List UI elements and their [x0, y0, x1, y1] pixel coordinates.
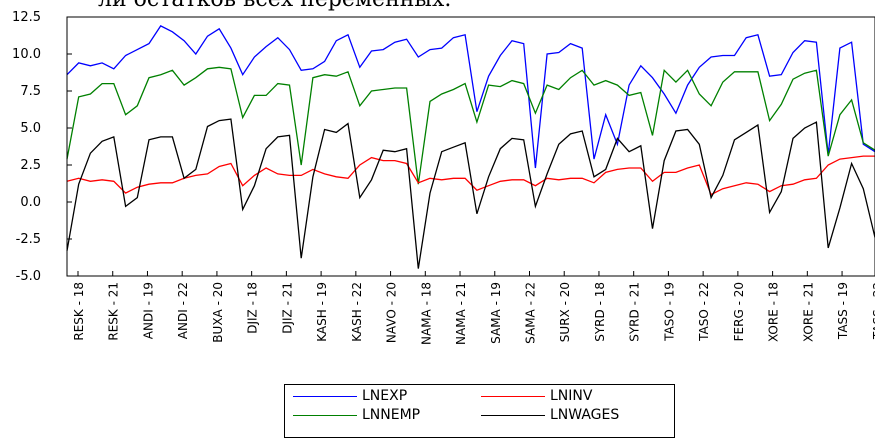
legend-item-lnnemp: LNNEMP: [293, 407, 420, 423]
legend-label-lnwages: LNWAGES: [550, 407, 620, 423]
x-tick-label: NAMA - 21: [454, 282, 468, 345]
series-line-lnwages: [66, 118, 875, 269]
legend-item-lnwages: LNWAGES: [481, 407, 619, 423]
x-tick-label: BUXA - 20: [211, 282, 225, 343]
y-tick-label: 0.0: [20, 195, 41, 210]
x-tick-label: TASO - 22: [697, 282, 711, 342]
y-tick-label: 12.5: [12, 10, 41, 25]
legend-item-lnexp: LNEXP: [293, 388, 407, 404]
legend-item-lninv: LNINV: [481, 388, 592, 404]
x-tick-label: TASS - 22: [871, 282, 875, 340]
x-tick-label: SYRD - 18: [593, 282, 607, 342]
legend-swatch-lnwages: [481, 414, 545, 416]
x-tick-label: ANDI - 19: [141, 282, 155, 339]
x-tick-label: XORE - 18: [767, 282, 781, 342]
chart-legend: LNEXP LNINV LNNEMP LNWAGES: [284, 384, 675, 438]
legend-swatch-lninv: [481, 395, 545, 397]
x-tick-label: NAVO - 20: [385, 282, 399, 343]
legend-label-lnnemp: LNNEMP: [362, 407, 421, 423]
legend-swatch-lnnemp: [293, 414, 357, 416]
x-tick-label: RESK - 18: [72, 282, 86, 341]
y-tick-label: 7.5: [20, 84, 41, 99]
plot-frame: [66, 16, 875, 277]
x-tick-label: SAMA - 19: [489, 282, 503, 344]
x-tick-label: NAMA - 18: [419, 282, 433, 345]
x-tick-label: KASH - 22: [350, 282, 364, 342]
x-tick-label: ANDI - 22: [176, 282, 190, 339]
y-tick-label: 10.0: [12, 47, 41, 62]
x-tick-label: KASH - 19: [315, 282, 329, 342]
series-line-lnexp: [66, 25, 875, 169]
x-tick-label: RESK - 21: [107, 282, 121, 341]
x-tick-label: TASS - 19: [836, 282, 850, 340]
y-tick-label: 2.5: [20, 158, 41, 173]
x-tick-label: SURX - 20: [558, 282, 572, 342]
x-tick-label: TASO - 19: [662, 282, 676, 342]
x-tick-label: DJIZ - 21: [280, 282, 294, 334]
legend-label-lninv: LNINV: [550, 388, 593, 404]
series-line-lninv: [66, 155, 875, 196]
x-tick-label: SYRD - 21: [628, 282, 642, 342]
x-tick-label: XORE - 21: [801, 282, 815, 342]
series-line-lnnemp: [66, 66, 875, 185]
x-tick-label: SAMA - 22: [523, 282, 537, 344]
x-tick-label: DJIZ - 18: [246, 282, 260, 334]
y-tick-label: -2.5: [16, 232, 41, 247]
legend-swatch-lnexp: [293, 395, 357, 397]
y-tick-label: -5.0: [16, 269, 41, 284]
x-tick-label: FERG - 20: [732, 282, 746, 341]
caption-text: ли остатков всех переменных.: [98, 0, 451, 12]
y-tick-label: 5.0: [20, 121, 41, 136]
legend-label-lnexp: LNEXP: [362, 388, 408, 404]
